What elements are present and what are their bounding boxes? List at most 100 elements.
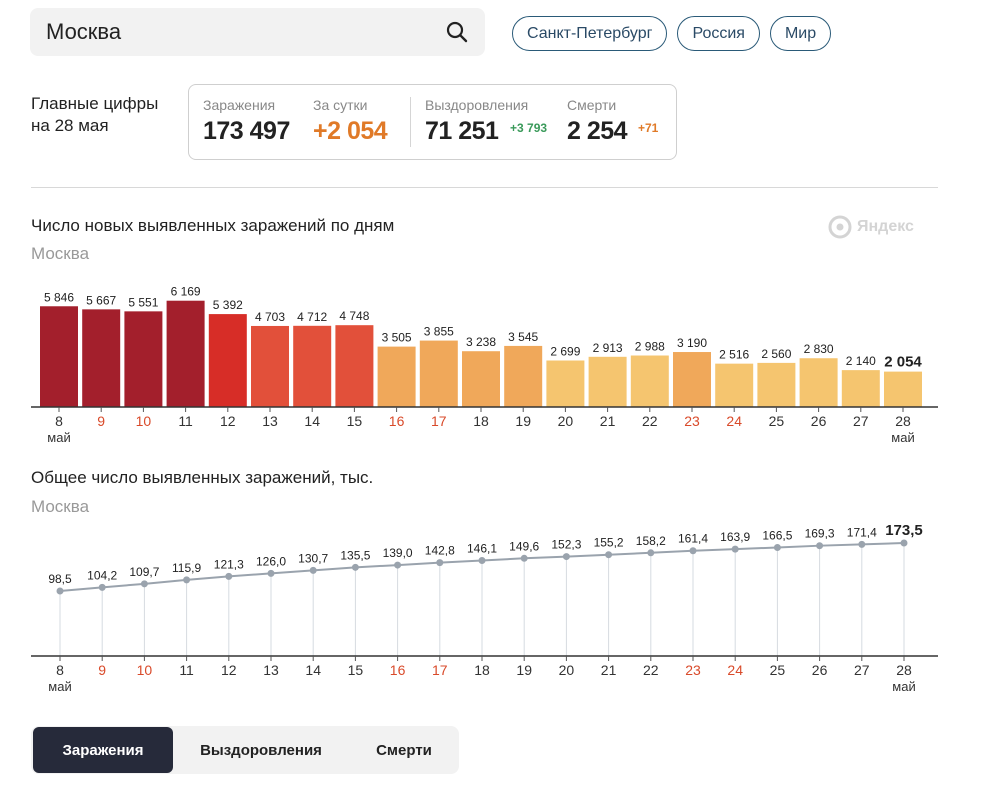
- card-divider: [410, 97, 411, 147]
- line-point[interactable]: [773, 543, 781, 551]
- bar[interactable]: [757, 362, 796, 407]
- x-tick-label: 13: [262, 413, 278, 429]
- bar[interactable]: [588, 356, 627, 407]
- x-tick-label: 28: [895, 413, 911, 429]
- bar[interactable]: [673, 352, 711, 407]
- line-point[interactable]: [647, 549, 655, 557]
- line-point[interactable]: [605, 551, 613, 559]
- x-tick-label: 21: [600, 413, 616, 429]
- x-tick-label: 24: [726, 413, 742, 429]
- line-point[interactable]: [478, 557, 486, 565]
- main-figures-heading: Главные цифры на 28 мая: [31, 93, 158, 137]
- bar[interactable]: [630, 355, 669, 407]
- x-tick-label: 12: [221, 662, 237, 678]
- x-tick-label: 25: [769, 413, 785, 429]
- line-value-label: 121,3: [214, 557, 244, 571]
- bar[interactable]: [715, 363, 754, 407]
- line-point[interactable]: [689, 547, 697, 555]
- bar[interactable]: [251, 325, 289, 407]
- bar[interactable]: [377, 346, 416, 407]
- x-tick-label: 9: [97, 413, 105, 429]
- line-point[interactable]: [351, 563, 359, 571]
- bar[interactable]: [293, 325, 332, 407]
- bar-value-label: 6 169: [171, 285, 201, 299]
- line-point[interactable]: [309, 566, 317, 574]
- bar-value-label: 2 516: [719, 348, 749, 362]
- bar-value-label: 2 988: [635, 340, 665, 354]
- bar[interactable]: [82, 309, 121, 407]
- line-value-label: 146,1: [467, 542, 497, 556]
- bar[interactable]: [208, 314, 247, 407]
- line-chart: 98,5 104,2 109,7 115,9 121,3 126,0 130,7 135,5 1…: [31, 522, 938, 694]
- x-tick-label: 11: [179, 662, 194, 678]
- line-point[interactable]: [858, 540, 866, 548]
- line-value-label: 169,3: [805, 527, 835, 541]
- tab-recoveries[interactable]: Выздоровления: [200, 741, 322, 759]
- stat-recovered-label: Выздоровления: [425, 97, 529, 113]
- section-divider: [31, 187, 938, 188]
- x-tick-label: 13: [263, 662, 279, 678]
- x-tick-label: 27: [853, 413, 869, 429]
- bar[interactable]: [799, 358, 838, 407]
- x-tick-label: 8: [55, 413, 63, 429]
- region-pill-spb[interactable]: Санкт-Петербург: [512, 16, 668, 51]
- bar-value-label: 5 392: [213, 298, 243, 312]
- region-pill-world[interactable]: Мир: [769, 16, 832, 51]
- bar[interactable]: [335, 325, 374, 407]
- bar-value-label: 3 855: [424, 325, 454, 339]
- search-input[interactable]: Москва: [46, 19, 122, 44]
- bar[interactable]: [462, 351, 500, 407]
- search-icon[interactable]: [445, 20, 469, 44]
- line-point[interactable]: [56, 587, 64, 595]
- x-tick-label: 18: [473, 413, 489, 429]
- stats-card: Заражения 173 497 За сутки +2 054 Выздор…: [188, 84, 677, 160]
- line-point[interactable]: [816, 542, 824, 550]
- line-point[interactable]: [267, 569, 275, 577]
- line-point[interactable]: [98, 583, 106, 591]
- stat-deaths-value: 2 254: [567, 117, 628, 145]
- line-point[interactable]: [436, 559, 444, 567]
- line-point[interactable]: [140, 580, 148, 588]
- bar[interactable]: [124, 311, 163, 407]
- stat-recovered-value: 71 251: [425, 117, 499, 145]
- bar[interactable]: [40, 306, 78, 407]
- line-value-label: 158,2: [636, 534, 666, 548]
- line-point[interactable]: [225, 572, 233, 580]
- x-tick-label: 26: [811, 413, 827, 429]
- line-value-label: 152,3: [551, 538, 581, 552]
- region-pill-russia[interactable]: Россия: [677, 16, 760, 51]
- x-tick-label: 9: [98, 662, 106, 678]
- stat-daily: За сутки +2 054: [313, 97, 388, 146]
- x-tick-label: 23: [685, 662, 701, 678]
- bar[interactable]: [166, 300, 205, 407]
- bar-value-label: 5 846: [44, 290, 74, 304]
- tab-deaths[interactable]: Смерти: [376, 741, 432, 759]
- stat-infections: Заражения 173 497: [203, 97, 290, 146]
- stat-recovered-delta: +3 793: [510, 121, 548, 135]
- search-box[interactable]: Москва: [30, 8, 485, 56]
- tab-infections[interactable]: Заражения: [33, 727, 173, 773]
- line-value-label: 173,5: [885, 522, 923, 539]
- bar-value-label: 4 703: [255, 310, 285, 324]
- stat-infections-value: 173 497: [203, 117, 290, 145]
- bar-value-label: 2 913: [593, 341, 623, 355]
- x-tick-label: 23: [684, 413, 700, 429]
- line-point[interactable]: [731, 545, 739, 553]
- line-point[interactable]: [183, 576, 191, 584]
- line-point[interactable]: [900, 539, 908, 547]
- bar-value-label: 5 667: [86, 293, 116, 307]
- x-tick-label: 24: [727, 662, 743, 678]
- line-point[interactable]: [520, 554, 528, 562]
- bar-value-label: 2 699: [550, 344, 580, 358]
- line-point[interactable]: [562, 553, 570, 561]
- bar[interactable]: [841, 370, 880, 407]
- bar[interactable]: [504, 345, 543, 407]
- bar[interactable]: [884, 371, 922, 407]
- stat-daily-label: За сутки: [313, 97, 368, 113]
- bar[interactable]: [546, 360, 585, 407]
- line-point[interactable]: [394, 561, 402, 569]
- stat-deaths: Смерти 2 254 +71: [567, 97, 658, 146]
- bar[interactable]: [419, 340, 458, 407]
- x-tick-label: 17: [431, 413, 447, 429]
- line-value-label: 161,4: [678, 532, 708, 546]
